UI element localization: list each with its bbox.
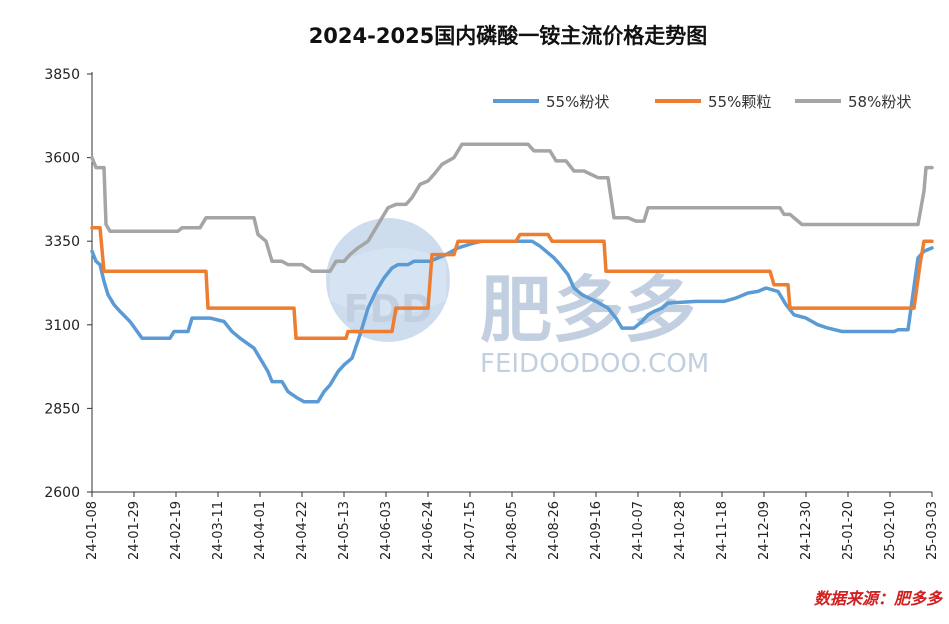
y-tick-label: 2600 <box>44 485 80 501</box>
x-tick-label: 24-06-03 <box>379 501 394 560</box>
x-tick-label: 24-06-24 <box>421 501 436 560</box>
watermark-brand: 肥多多 <box>480 268 696 352</box>
source-note: 数据来源：肥多多 <box>814 589 944 608</box>
x-tick-label: 24-11-18 <box>715 501 730 560</box>
y-tick-label: 3850 <box>44 67 80 83</box>
y-tick-label: 3350 <box>44 234 80 250</box>
x-tick-label: 24-01-08 <box>85 501 100 560</box>
x-tick-label: 24-10-07 <box>631 501 646 560</box>
watermark-url: FEIDOODOO.COM <box>480 349 709 379</box>
y-tick-label: 2850 <box>44 401 80 417</box>
x-tick-label: 24-12-09 <box>757 501 772 560</box>
x-tick-label: 25-02-10 <box>883 501 898 560</box>
x-tick-label: 25-03-03 <box>925 501 940 560</box>
legend-label: 58%粉状 <box>848 93 911 111</box>
legend: 55%粉状 55%颗粒 58%粉状 <box>493 93 911 111</box>
x-tick-label: 24-10-28 <box>673 501 688 560</box>
x-tick-label: 24-07-15 <box>463 501 478 560</box>
x-tick-label: 24-03-11 <box>211 501 226 560</box>
legend-label: 55%粉状 <box>546 93 609 111</box>
legend-label: 55%颗粒 <box>708 93 771 111</box>
x-tick-label: 25-01-20 <box>841 501 856 560</box>
chart-title: 2024-2025国内磷酸一铵主流价格走势图 <box>309 24 708 48</box>
x-tick-label: 24-02-19 <box>169 501 184 560</box>
x-tick-label: 24-04-01 <box>253 501 268 560</box>
series-line-2 <box>90 226 934 340</box>
y-tick-label: 3100 <box>44 318 80 334</box>
series-layer <box>90 142 934 404</box>
axes: 2600 2850 3100 3350 3600 3850 24-01-08 24-01-29… <box>44 67 940 560</box>
x-tick-label: 24-12-30 <box>799 501 814 560</box>
x-tick-label: 24-04-22 <box>295 501 310 560</box>
x-tick-label: 24-08-05 <box>505 501 520 560</box>
x-tick-label: 24-05-13 <box>337 501 352 560</box>
y-tick-label: 3600 <box>44 151 80 167</box>
series-line-3 <box>90 142 934 274</box>
x-tick-label: 24-01-29 <box>127 501 142 560</box>
x-tick-label: 24-09-16 <box>589 501 604 560</box>
x-tick-label: 24-08-26 <box>547 501 562 560</box>
